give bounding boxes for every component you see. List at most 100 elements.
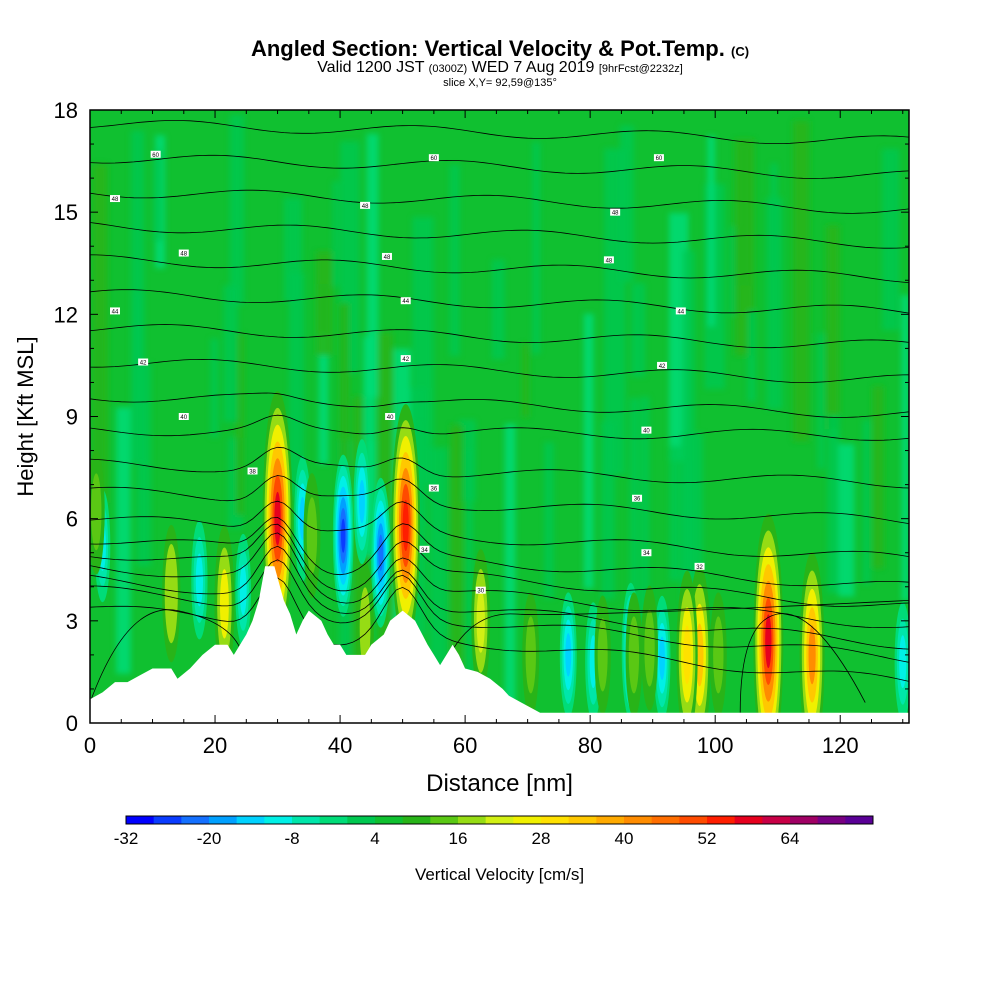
core-level xyxy=(628,616,640,694)
downdraft-core xyxy=(235,533,251,647)
downdraft-core xyxy=(559,592,577,718)
contour-label-box xyxy=(178,249,189,257)
theta-contour-line xyxy=(90,154,909,179)
y-tick-label: 6 xyxy=(66,507,78,532)
field-streak xyxy=(316,251,333,356)
contour-labels: 60 60 60 48 48 48 48 48 48 44 44 44 42 42 42 40 40 40 38 36… xyxy=(110,150,705,595)
valid-zulu: (0300Z) xyxy=(428,63,468,75)
chart-valid-time: Valid 1200 JST (0300Z) WED 7 Aug 2019 [9… xyxy=(0,59,1000,78)
colorbar-swatch xyxy=(707,816,736,824)
field-streak xyxy=(332,181,339,287)
field-streak xyxy=(229,114,245,305)
contour-label-box xyxy=(475,586,486,594)
field-streak xyxy=(449,165,460,356)
contour-label-box xyxy=(694,562,705,570)
field-streak xyxy=(838,443,855,597)
downdraft-core xyxy=(332,454,354,617)
valid-prefix: Valid 1200 JST xyxy=(317,59,425,76)
contour-label-box xyxy=(110,195,121,203)
field-streak xyxy=(366,133,379,398)
field-streak xyxy=(631,283,646,377)
contour-label-box xyxy=(247,467,258,475)
updraft-core xyxy=(625,592,643,718)
theta-contour-line xyxy=(439,600,909,676)
field-streak xyxy=(544,442,554,599)
field-streak xyxy=(116,407,131,674)
updraft-core xyxy=(594,595,611,715)
contour-label-box xyxy=(400,355,411,363)
theta-contour-line xyxy=(90,120,909,144)
core-level xyxy=(359,587,371,669)
downdraft-core xyxy=(353,439,371,565)
theta-contour-line xyxy=(90,532,909,628)
field-streak xyxy=(210,338,219,438)
core-level xyxy=(341,518,346,553)
valid-date: WED 7 Aug 2019 xyxy=(471,59,595,76)
field-streak xyxy=(133,292,145,404)
core-level xyxy=(195,553,204,607)
core-level xyxy=(713,616,724,694)
contour-label: 48 xyxy=(362,204,369,210)
colorbar-swatch xyxy=(845,816,874,824)
y-tick-label: 3 xyxy=(66,609,78,634)
theta-contour-line xyxy=(90,475,909,524)
field-streak xyxy=(583,313,594,589)
colorbar-swatch xyxy=(209,816,238,824)
field-streak xyxy=(340,303,349,555)
contour-label: 44 xyxy=(677,309,684,315)
contour-label-box xyxy=(675,307,686,315)
colorbar-swatch xyxy=(790,816,819,824)
field-streak xyxy=(288,272,305,497)
colorbar-tick-label: 4 xyxy=(370,829,379,848)
contour-label: 40 xyxy=(643,429,650,435)
contour-label: 42 xyxy=(402,357,409,363)
theta-contour-line xyxy=(90,446,909,489)
contour-label: 36 xyxy=(634,497,641,503)
theta-contour-line xyxy=(90,545,909,650)
field-streak xyxy=(629,398,639,651)
contour-label-box xyxy=(385,413,396,420)
title-text: Angled Section: Vertical Velocity & Pot.… xyxy=(250,36,725,61)
theta-contour-line xyxy=(739,613,866,713)
theta-contour-line xyxy=(90,324,909,349)
updraft-core xyxy=(799,552,825,723)
colorbar-swatch xyxy=(762,816,791,824)
field-streak xyxy=(604,148,626,475)
contour-label: 34 xyxy=(421,548,428,554)
field-streak xyxy=(522,343,529,418)
y-tick-label: 15 xyxy=(54,200,78,225)
core-level xyxy=(695,623,704,687)
forecast-label: [9hrFcst@2232z] xyxy=(598,63,683,75)
field-streak xyxy=(318,333,329,465)
core-level xyxy=(402,499,409,552)
updraft-core xyxy=(90,449,105,575)
theta-contour-line xyxy=(90,358,909,384)
x-tick-label: 60 xyxy=(453,733,477,758)
theta-contour-line xyxy=(90,414,909,441)
core-level xyxy=(359,479,365,524)
colorbar-swatch xyxy=(679,816,708,824)
x-tick-label: 0 xyxy=(84,733,96,758)
colorbar-swatch xyxy=(319,816,348,824)
colorbar-tick-label: 16 xyxy=(449,829,468,848)
field-streak xyxy=(747,310,756,402)
contour-label: 60 xyxy=(656,156,663,162)
colorbar-swatch xyxy=(568,816,597,824)
theta-contour-line xyxy=(90,523,909,607)
colorbar-swatch xyxy=(624,816,653,824)
contour-label: 44 xyxy=(402,299,409,305)
y-tick-label: 18 xyxy=(54,98,78,123)
theta-contour-line xyxy=(90,392,909,418)
contour-label: 48 xyxy=(612,211,619,217)
colorbar-swatch xyxy=(430,816,459,824)
contour-label: 48 xyxy=(384,255,391,261)
downdraft-core xyxy=(894,602,909,722)
field-streak xyxy=(92,163,108,504)
field-streak xyxy=(793,120,810,442)
x-tick-label: 120 xyxy=(822,733,859,758)
core-level xyxy=(597,618,608,692)
updraft-core xyxy=(753,513,784,723)
colorbar-label: Vertical Velocity [cm/s] xyxy=(415,865,584,884)
